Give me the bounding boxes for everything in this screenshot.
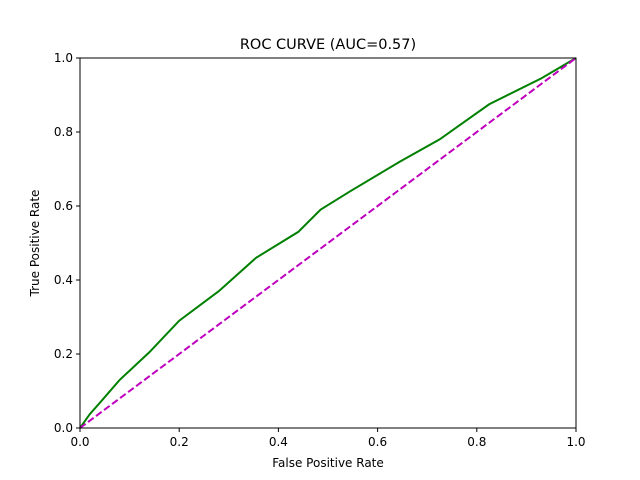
plot-area-frame: [79, 57, 577, 429]
y-tick-label: 0.2: [54, 347, 73, 361]
y-tick-label: 0.4: [54, 273, 73, 287]
y-axis-ticks: 0.0 0.2 0.4 0.6 0.8 1.0: [54, 51, 80, 435]
y-tick-label: 0.8: [54, 125, 73, 139]
chart-title: ROC CURVE (AUC=0.57): [240, 37, 416, 53]
y-tick-label: 1.0: [54, 51, 73, 65]
y-axis-label: True Positive Rate: [28, 190, 42, 298]
x-tick-label: 0.2: [170, 435, 189, 449]
x-tick-label: 0.6: [368, 435, 387, 449]
series-line-roc: [79, 57, 577, 429]
series-line-chance: [79, 57, 577, 429]
y-tick-label: 0.6: [54, 199, 73, 213]
x-axis-ticks: 0.0 0.2 0.4 0.6 0.8 1.0: [70, 428, 586, 449]
y-tick-label: 0.0: [54, 421, 73, 435]
x-tick-label: 0.0: [70, 435, 89, 449]
x-axis-label: False Positive Rate: [272, 456, 384, 470]
x-tick-label: 0.4: [269, 435, 288, 449]
x-tick-label: 0.8: [467, 435, 486, 449]
x-tick-label: 1.0: [566, 435, 585, 449]
plot-series: [79, 57, 577, 429]
